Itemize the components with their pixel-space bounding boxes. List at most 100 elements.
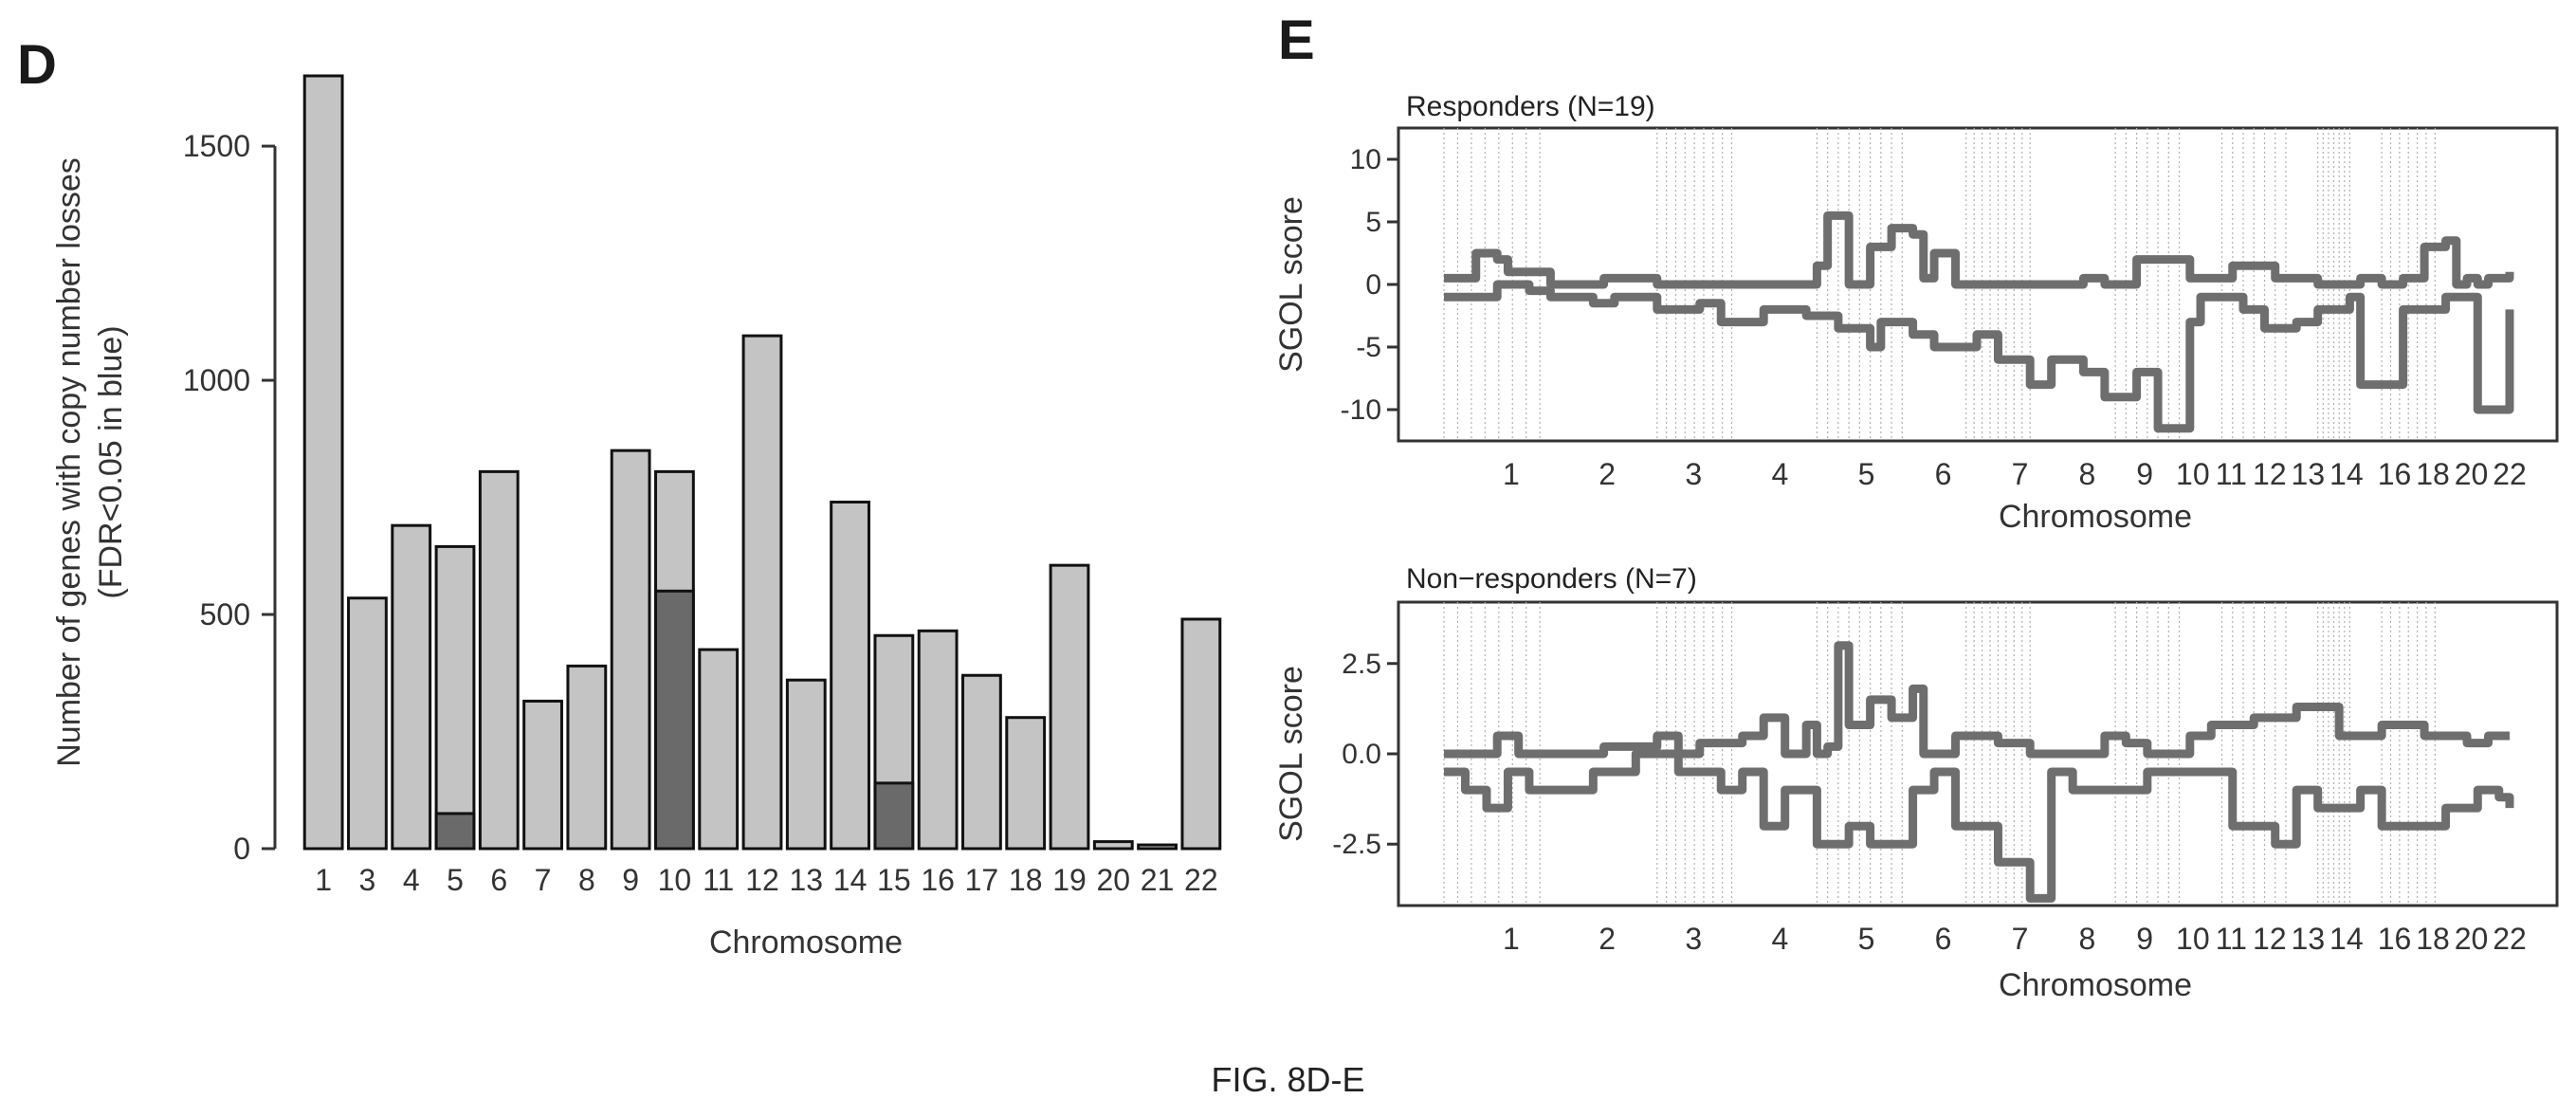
sgol-series: [1444, 211, 2514, 433]
plot-title-non-responders: Non−responders (N=7): [1406, 563, 1697, 595]
y-tick-label: 500: [200, 597, 250, 632]
x-tick-label: 7: [2012, 922, 2029, 956]
bar-chr-9: [610, 449, 651, 851]
x-tick-label: 6: [490, 863, 507, 897]
y-axis-title-line1: Number of genes with copy number losses: [51, 157, 87, 767]
bar-chr-1: [302, 74, 344, 851]
x-tick-label: 19: [1052, 863, 1087, 897]
x-axis-title: Chromosome: [709, 925, 903, 961]
x-tick-label: 14: [833, 863, 868, 897]
sgol-line-gain: [1444, 211, 2514, 289]
bar-chr-4: [391, 523, 432, 851]
chromosome-gridlines: [1443, 602, 2436, 906]
x-tick-label: 5: [1858, 457, 1875, 491]
x-tick-label: 18: [1009, 863, 1043, 897]
x-tick-label: 20: [2455, 457, 2489, 491]
figure-caption: FIG. 8D-E: [1211, 1060, 1365, 1099]
x-tick-label: 13: [789, 863, 823, 897]
x-tick-label: 9: [2136, 922, 2153, 956]
y-axis: 0 500 1000 1500: [183, 129, 277, 866]
x-tick-label: 6: [1935, 922, 1952, 956]
x-tick-label: 3: [1685, 922, 1702, 956]
x-tick-label: 8: [578, 863, 595, 897]
y-tick-label: 0: [233, 832, 250, 866]
bar-chr-18: [1005, 716, 1047, 851]
panel-letter-d: D: [17, 34, 57, 96]
bar-chr-21: [1137, 843, 1178, 851]
bar-chr-13: [785, 678, 827, 851]
bar-chr-7: [522, 699, 563, 851]
x-tick-label: 22: [2493, 457, 2527, 491]
bar-chr-19: [1049, 563, 1090, 851]
sgol-line-gain: [1444, 641, 2510, 759]
x-tick-label: 10: [658, 863, 692, 897]
y-tick-label: 5: [1365, 207, 1381, 238]
bar-chr-6: [478, 469, 520, 851]
x-axis-title: Chromosome: [1999, 967, 2192, 1003]
x-tick-label: 1: [315, 863, 332, 897]
y-tick-label: 10: [1350, 144, 1381, 175]
x-tick-label: 14: [2329, 457, 2364, 491]
bar-chr-12: [741, 334, 783, 851]
y-tick-label: 1000: [183, 363, 250, 397]
sgol-series: [1444, 641, 2514, 903]
x-tick-labels: 1 2 3 4 5 6 7 8 9 10 11 12 13 14 16 18 20 22: [1503, 457, 2527, 491]
x-tick-label: 7: [535, 863, 552, 897]
x-tick-label: 12: [2253, 922, 2287, 956]
bar-chr-3: [347, 596, 388, 851]
x-tick-labels: 1 2 3 4 5 6 7 8 9 10 11 12 13 14 16 18 20 22: [1503, 922, 2527, 956]
x-tick-label: 13: [2292, 457, 2326, 491]
x-tick-label: 17: [965, 863, 999, 897]
x-tick-label: 22: [1184, 863, 1218, 897]
x-tick-label: 14: [2329, 922, 2364, 956]
x-tick-label: 6: [1935, 457, 1952, 491]
x-tick-label: 18: [2416, 457, 2450, 491]
y-axis-title: SGOL score: [1273, 196, 1309, 373]
bar-series: [302, 74, 1222, 851]
x-tick-label: 5: [1858, 922, 1875, 956]
x-tick-label: 9: [2136, 457, 2153, 491]
x-tick-label: 10: [2176, 457, 2210, 491]
x-tick-labels: 1 3 4 5 6 7 8 9 10 11 12 13 14 15 16 17 18 19 20 21 22: [315, 863, 1217, 897]
bar-chr-8: [566, 664, 608, 851]
panel-letter-e: E: [1278, 9, 1315, 71]
sgol-line-loss: [1444, 749, 2514, 903]
y-tick-label: 0.0: [1342, 739, 1381, 770]
y-axis: -2.5 0.0 2.5: [1332, 649, 1398, 860]
y-axis-title: SGOL score: [1273, 666, 1309, 842]
plot-title-responders: Responders (N=19): [1406, 91, 1655, 122]
x-tick-label: 20: [1096, 863, 1130, 897]
bar-chr-16: [917, 629, 959, 851]
x-tick-label: 8: [2079, 457, 2096, 491]
bar-chr-22: [1180, 617, 1222, 851]
x-tick-label: 16: [2378, 457, 2412, 491]
bar-significant-chr-5: [434, 812, 476, 851]
x-tick-label: 2: [1599, 457, 1616, 491]
x-tick-label: 11: [2216, 457, 2247, 491]
x-tick-label: 7: [2012, 457, 2029, 491]
x-tick-label: 12: [2253, 457, 2287, 491]
x-tick-label: 16: [921, 863, 955, 897]
x-tick-label: 12: [745, 863, 779, 897]
y-tick-label: 2.5: [1342, 649, 1381, 680]
bar-chr-14: [830, 500, 870, 851]
x-tick-label: 1: [1503, 922, 1520, 956]
x-tick-label: 2: [1599, 922, 1616, 956]
x-tick-label: 3: [359, 863, 376, 897]
y-axis: -10 -5 0 5 10: [1341, 144, 1398, 426]
x-tick-label: 22: [2493, 922, 2527, 956]
x-tick-label: 9: [622, 863, 639, 897]
x-tick-label: 5: [447, 863, 464, 897]
x-tick-label: 3: [1685, 457, 1702, 491]
x-tick-label: 10: [2176, 922, 2210, 956]
x-tick-label: 11: [2216, 922, 2247, 956]
x-axis-title: Chromosome: [1999, 499, 2192, 535]
x-tick-label: 4: [403, 863, 420, 897]
x-tick-label: 18: [2416, 922, 2450, 956]
bar-chr-17: [961, 673, 1002, 851]
x-tick-label: 16: [2378, 922, 2412, 956]
